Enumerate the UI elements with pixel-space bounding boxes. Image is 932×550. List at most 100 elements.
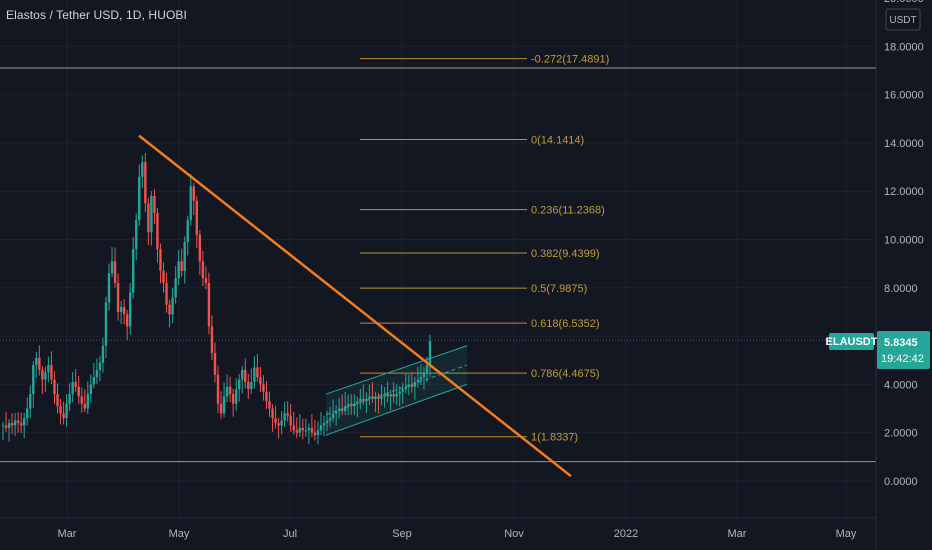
candle-body bbox=[307, 427, 311, 431]
fibonacci-retracement[interactable]: -0.272(17.4891) 0(14.1414) 0.236(11.2368) 0… bbox=[360, 54, 609, 444]
candle-body bbox=[247, 381, 250, 390]
candle-body bbox=[44, 372, 47, 380]
candle-body bbox=[32, 365, 35, 395]
candle-body bbox=[1, 425, 5, 427]
candle-body bbox=[295, 430, 298, 433]
candle-body bbox=[222, 396, 226, 414]
candle-body bbox=[231, 394, 235, 404]
candle-body bbox=[22, 418, 26, 426]
candle-body bbox=[277, 423, 280, 426]
candle-body bbox=[113, 261, 117, 283]
candle-body bbox=[16, 420, 20, 424]
channel-upper-line[interactable] bbox=[325, 345, 468, 395]
candle-body bbox=[201, 261, 205, 279]
fib-level-label: -0.272(17.4891) bbox=[531, 54, 609, 66]
price-tick-label: 12.0000 bbox=[884, 186, 924, 198]
candle-body bbox=[377, 396, 380, 399]
candle-body bbox=[289, 415, 292, 426]
candle-body bbox=[280, 420, 283, 426]
currency-unit-badge[interactable]: USDT bbox=[885, 8, 921, 31]
time-axis[interactable]: Mar May Jul Sep Nov 2022 Mar May bbox=[58, 528, 857, 540]
candle-body bbox=[216, 374, 220, 404]
symbol-title[interactable]: Elastos / Tether USD, 1D, HUOBI bbox=[6, 8, 187, 22]
channel-lower-line[interactable] bbox=[325, 383, 468, 436]
last-price-badge: 5.8345 19:42:42 bbox=[877, 331, 930, 369]
candle-body bbox=[383, 394, 386, 397]
candle-body bbox=[89, 384, 93, 395]
candle-body bbox=[147, 203, 150, 233]
candle-body bbox=[334, 410, 338, 414]
candle-body bbox=[74, 381, 77, 387]
candle-body bbox=[128, 292, 132, 327]
candle-body bbox=[362, 398, 365, 402]
candle-body bbox=[419, 377, 423, 380]
candle-body bbox=[132, 249, 135, 293]
candle-body bbox=[77, 386, 80, 397]
candle-body bbox=[189, 186, 192, 221]
candle-body bbox=[286, 413, 289, 416]
candles bbox=[1, 153, 432, 445]
candle-body bbox=[95, 369, 99, 378]
candle-body bbox=[241, 369, 244, 380]
candle-body bbox=[213, 353, 217, 375]
candle-body bbox=[159, 249, 162, 271]
candle-body bbox=[331, 413, 335, 419]
candle-body bbox=[135, 220, 138, 250]
last-price-value: 5.8345 bbox=[884, 337, 918, 349]
time-tick-label: Nov bbox=[504, 528, 524, 540]
candle-body bbox=[192, 186, 195, 201]
price-tick-label: 4.0000 bbox=[884, 379, 918, 391]
candle-body bbox=[119, 307, 123, 312]
candle-body bbox=[219, 403, 223, 414]
candle-body bbox=[268, 401, 271, 409]
candle-body bbox=[4, 425, 8, 428]
candle-body bbox=[56, 394, 59, 407]
candle-body bbox=[368, 396, 371, 399]
price-tick-label: 2.0000 bbox=[884, 428, 918, 440]
candle-body bbox=[344, 406, 347, 411]
candle-body bbox=[322, 423, 326, 426]
candle-body bbox=[65, 403, 68, 419]
symbol-label: ELAUSDT bbox=[826, 336, 878, 348]
time-tick-label: Sep bbox=[392, 528, 412, 540]
time-tick-label: May bbox=[169, 528, 190, 540]
candle-body bbox=[177, 261, 180, 279]
time-tick-label: May bbox=[836, 528, 857, 540]
candle-body bbox=[19, 423, 23, 426]
candle-body bbox=[83, 403, 86, 409]
candle-body bbox=[292, 425, 295, 431]
candle-body bbox=[244, 369, 247, 382]
candle-body bbox=[116, 282, 120, 312]
candle-body bbox=[298, 427, 301, 433]
candle-body bbox=[410, 384, 414, 387]
candle-body bbox=[26, 408, 29, 419]
candle-body bbox=[165, 282, 168, 305]
candle-body bbox=[195, 200, 199, 235]
candle-body bbox=[310, 427, 314, 433]
candle-body bbox=[62, 413, 65, 419]
candle-body bbox=[53, 379, 56, 395]
fib-level-label: 0(14.1414) bbox=[531, 134, 584, 146]
candle-body bbox=[101, 345, 105, 363]
price-tick-label: 10.0000 bbox=[884, 235, 924, 247]
candle-body bbox=[265, 391, 268, 402]
horizontal-lines[interactable] bbox=[0, 67, 876, 463]
fib-level-label: 1(1.8337) bbox=[531, 432, 578, 444]
candle-body bbox=[38, 357, 41, 370]
candle-body bbox=[104, 302, 108, 346]
candle-body bbox=[86, 394, 89, 409]
candle-body bbox=[328, 418, 332, 421]
trend-line[interactable] bbox=[138, 134, 572, 478]
candle-body bbox=[413, 381, 417, 387]
parallel-channel[interactable] bbox=[325, 345, 468, 436]
candle-body bbox=[41, 369, 44, 380]
price-tick-label: 18.0000 bbox=[884, 41, 924, 53]
candle-body bbox=[174, 278, 177, 298]
candle-body bbox=[395, 394, 398, 397]
candle-body bbox=[283, 413, 286, 421]
candle-body bbox=[416, 379, 420, 382]
candle-body bbox=[313, 432, 317, 436]
candle-body bbox=[398, 391, 401, 395]
candle-body bbox=[422, 372, 426, 378]
